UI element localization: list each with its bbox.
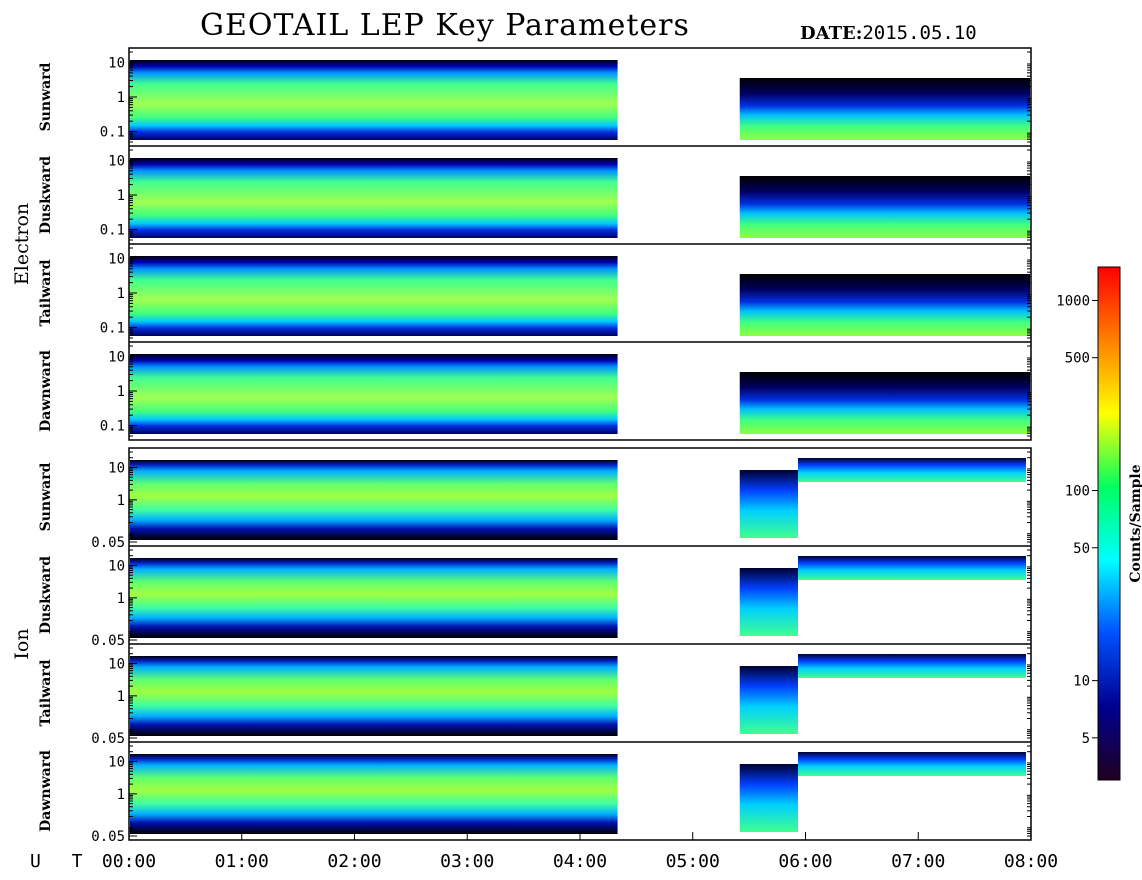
- panel-label: Sunward: [38, 462, 54, 531]
- x-tick-label: 08:00: [1004, 851, 1058, 872]
- y-tick-label: 10: [108, 251, 125, 267]
- spectrogram-band: [739, 372, 1030, 434]
- y-tick-label: 1: [117, 188, 125, 204]
- spectrogram-band: [130, 558, 618, 638]
- y-tick-label: 0.1: [100, 419, 125, 435]
- x-tick-label: 04:00: [553, 851, 607, 872]
- spectrogram-band: [739, 470, 798, 538]
- spectrogram-band: [797, 556, 1026, 580]
- x-axis: U T 00:00 01:00 02:00 03:00 04:00 05:00 06:00 07…: [30, 832, 1058, 872]
- spectrogram-band: [739, 78, 1030, 140]
- panel-ion-dawnward: 10 1 0.05 Dawnward: [38, 741, 1031, 845]
- spectrogram-band: [739, 274, 1030, 336]
- colorbar-tick-label: 5: [1082, 731, 1090, 747]
- panel-electron-tailward: 10 1 0.1 Tailward: [38, 243, 1031, 339]
- group-label: Electron: [11, 203, 33, 285]
- panel-ion-sunward: 10 1 0.05 Sunward: [38, 451, 1031, 551]
- spectrogram-band: [130, 256, 618, 336]
- y-tick-label: 10: [108, 558, 125, 574]
- x-tick-label: 02:00: [327, 851, 381, 872]
- plot-date: DATE:2015.05.10: [800, 22, 977, 44]
- date-label: DATE:: [800, 23, 863, 44]
- spectrogram-band: [797, 752, 1026, 776]
- panel-ion-tailward: 10 1 0.05 Tailward: [38, 643, 1031, 747]
- y-tick-label: 10: [108, 55, 125, 71]
- panel-label: Dawnward: [38, 750, 54, 832]
- y-tick-label: 1: [117, 493, 125, 509]
- y-tick-label: 1: [117, 384, 125, 400]
- colorbar-gradient: [1097, 266, 1121, 781]
- y-tick-label: 0.1: [100, 125, 125, 141]
- group-electron: 10 1 0.1 Sunward 10 1 0.1 Duskward 10 1 0.1 Tailwar…: [11, 47, 1032, 441]
- y-tick-label: 1: [117, 286, 125, 302]
- y-tick-label: 10: [108, 153, 125, 169]
- panel-electron-duskward: 10 1 0.1 Duskward: [38, 145, 1031, 241]
- colorbar-tick-label: 10: [1073, 674, 1090, 690]
- y-tick-label: 1: [117, 591, 125, 607]
- y-tick-label: 10: [108, 460, 125, 476]
- panel-label: Dawnward: [38, 350, 54, 432]
- spectrogram-band: [130, 656, 618, 736]
- y-tick-label: 0.1: [100, 223, 125, 239]
- panel-label: Duskward: [38, 156, 54, 234]
- panel-label: Duskward: [38, 556, 54, 634]
- panel-label: Sunward: [38, 62, 54, 131]
- y-tick-label: 0.1: [100, 321, 125, 337]
- spectrogram-band: [739, 666, 798, 734]
- y-tick-label: 10: [108, 754, 125, 770]
- panel-label: Tailward: [38, 259, 54, 326]
- x-tick-label: 07:00: [891, 851, 945, 872]
- y-tick-label: 0.05: [91, 633, 125, 649]
- group-ion: 10 1 0.05 Sunward 10 1 0.05 Duskward 10 1 0.05 Tail…: [11, 447, 1032, 845]
- spectrogram-band: [739, 568, 798, 636]
- group-frame: [128, 47, 1032, 441]
- panel-ion-duskward: 10 1 0.05 Duskward: [38, 545, 1031, 649]
- colorbar-tick-label: 1000: [1056, 293, 1090, 309]
- y-tick-label: 1: [117, 90, 125, 106]
- spectrogram-band: [130, 60, 618, 140]
- colorbar-label: Counts/Sample: [1128, 464, 1142, 582]
- group-label: Ion: [11, 628, 33, 659]
- spectrogram-band: [797, 654, 1026, 678]
- colorbar-tick-label: 500: [1065, 351, 1090, 367]
- colorbar: 1000 500 100 50 10 5 Counts/Sample: [1056, 266, 1142, 781]
- x-tick-label: 00:00: [102, 851, 156, 872]
- x-tick-label: 06:00: [778, 851, 832, 872]
- spectrogram-band: [739, 176, 1030, 238]
- panel-electron-sunward: 10 1 0.1 Sunward: [38, 51, 1031, 143]
- spectrogram-band: [130, 460, 618, 540]
- panel-label: Tailward: [38, 659, 54, 726]
- panel-electron-dawnward: 10 1 0.1 Dawnward: [38, 341, 1031, 437]
- y-tick-label: 0.05: [91, 829, 125, 845]
- spectrogram-band: [130, 354, 618, 434]
- plot-title: GEOTAIL LEP Key Parameters: [200, 8, 690, 43]
- colorbar-tick-label: 50: [1073, 541, 1090, 557]
- y-tick-label: 10: [108, 656, 125, 672]
- spectrogram-band: [739, 764, 798, 832]
- x-tick-label: 01:00: [215, 851, 269, 872]
- spectrogram-band: [130, 158, 618, 238]
- y-tick-label: 0.05: [91, 535, 125, 551]
- x-tick-label: 05:00: [666, 851, 720, 872]
- spectrogram-band: [797, 458, 1026, 482]
- date-value: 2015.05.10: [862, 22, 977, 44]
- x-tick-label: 03:00: [440, 851, 494, 872]
- colorbar-tick-label: 100: [1065, 484, 1090, 500]
- y-tick-label: 1: [117, 689, 125, 705]
- y-tick-label: 0.05: [91, 731, 125, 747]
- y-tick-label: 1: [117, 787, 125, 803]
- spectrogram-band: [130, 754, 618, 834]
- y-tick-label: 10: [108, 349, 125, 365]
- x-axis-label: U T: [30, 851, 93, 872]
